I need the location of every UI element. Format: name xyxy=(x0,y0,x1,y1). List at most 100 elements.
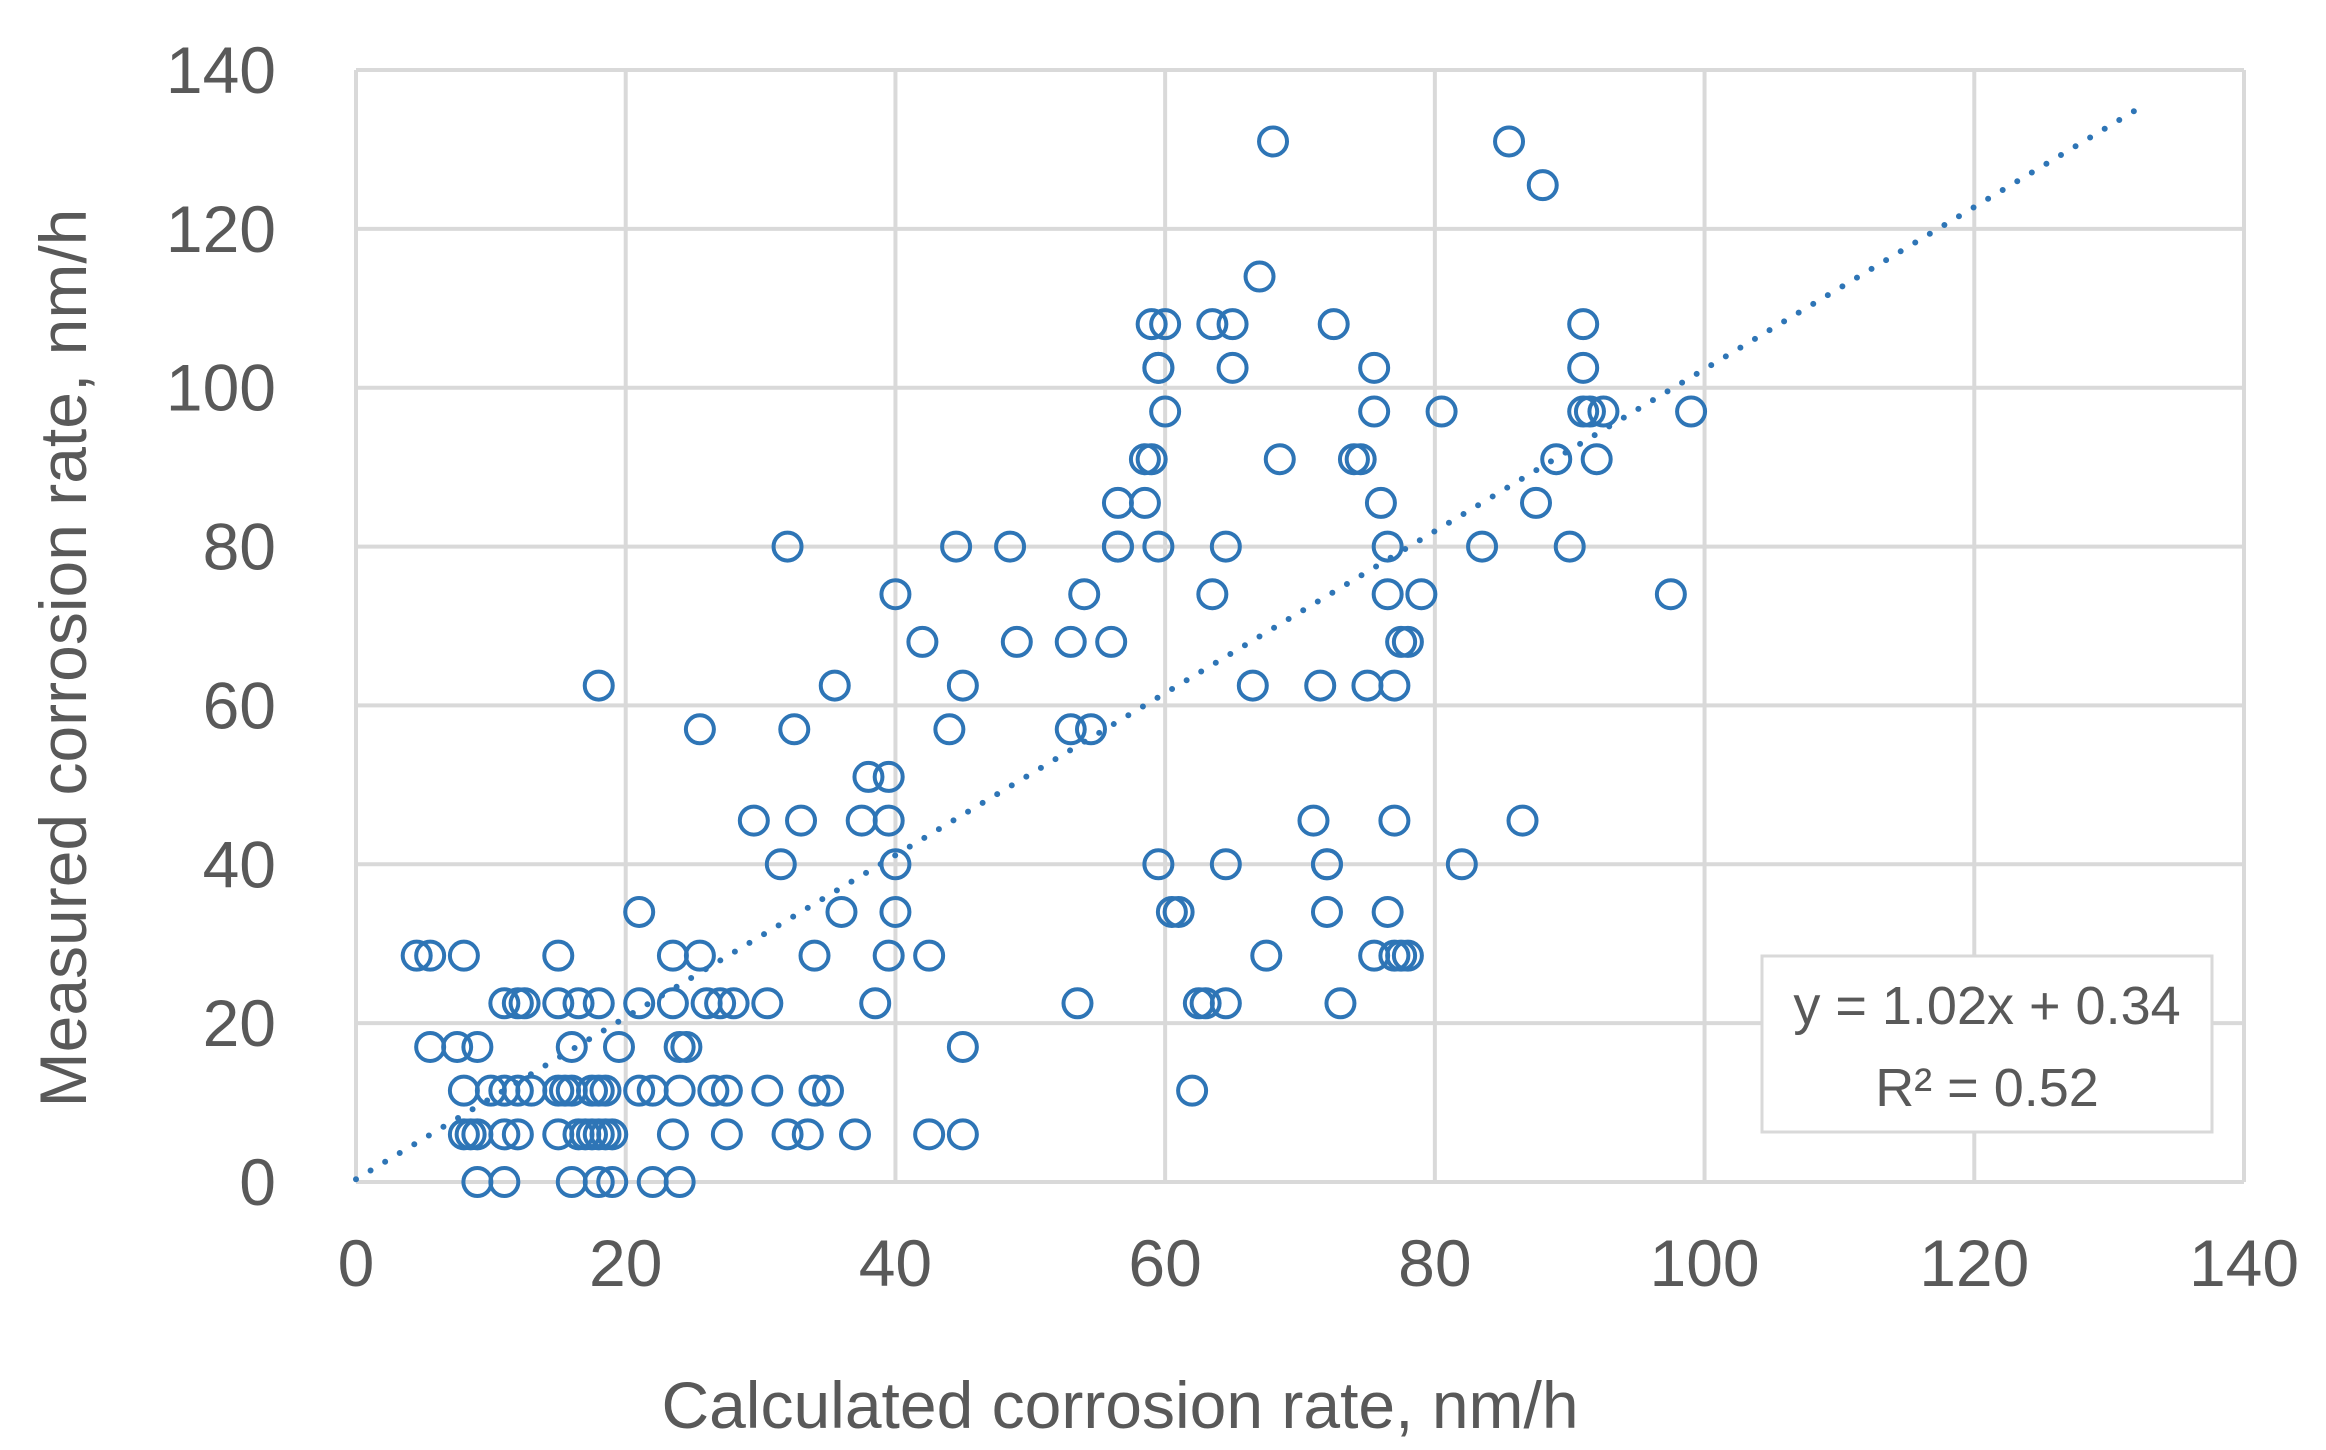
data-point xyxy=(683,713,716,746)
data-point xyxy=(1209,848,1242,881)
data-point xyxy=(501,1118,534,1151)
data-point xyxy=(1263,443,1296,476)
data-point xyxy=(1236,669,1269,702)
data-point xyxy=(1405,578,1438,611)
y-axis-ticks: 0 20 40 60 80 100 120 140 xyxy=(166,33,276,1219)
data-point xyxy=(663,1074,696,1107)
x-tick-label: 60 xyxy=(1128,1226,1201,1300)
y-tick-label: 20 xyxy=(203,986,276,1060)
data-point xyxy=(737,804,770,837)
data-point xyxy=(1000,625,1033,658)
data-point xyxy=(461,1030,494,1063)
data-point xyxy=(1149,395,1182,428)
data-point xyxy=(704,987,737,1020)
x-tick-label: 20 xyxy=(589,1226,662,1300)
data-point xyxy=(670,1030,703,1063)
data-point xyxy=(488,1118,521,1151)
data-point xyxy=(1506,804,1539,837)
data-point xyxy=(1176,1074,1209,1107)
trendline-equation: y = 1.02x + 0.34 xyxy=(1793,976,2180,1036)
data-point xyxy=(1344,443,1377,476)
data-point xyxy=(946,1118,979,1151)
data-point xyxy=(913,1118,946,1151)
data-point xyxy=(1317,308,1350,341)
data-point xyxy=(441,1030,474,1063)
data-point xyxy=(1540,443,1573,476)
data-point xyxy=(1189,987,1222,1020)
data-point xyxy=(1297,804,1330,837)
data-point xyxy=(1324,987,1357,1020)
data-point xyxy=(697,1074,730,1107)
data-point xyxy=(663,1166,696,1198)
data-point xyxy=(798,939,831,972)
data-point xyxy=(1054,713,1087,746)
data-point xyxy=(785,804,818,837)
data-point xyxy=(1425,395,1458,428)
data-point xyxy=(596,1166,629,1198)
data-point xyxy=(447,939,480,972)
data-point xyxy=(1310,895,1343,928)
data-point xyxy=(933,713,966,746)
data-point xyxy=(400,939,433,972)
y-tick-label: 80 xyxy=(203,510,276,584)
data-point xyxy=(1466,530,1499,563)
data-point xyxy=(1101,530,1134,563)
y-axis-title: Measured corrosion rate, nm/h xyxy=(26,209,100,1108)
x-tick-label: 0 xyxy=(338,1226,375,1300)
data-point xyxy=(1142,530,1175,563)
data-point xyxy=(542,987,575,1020)
y-tick-label: 100 xyxy=(166,351,276,425)
data-points xyxy=(400,125,1708,1198)
y-tick-label: 120 xyxy=(166,192,276,266)
data-point xyxy=(1675,395,1708,428)
x-tick-label: 100 xyxy=(1650,1226,1760,1300)
data-point xyxy=(1216,351,1249,384)
data-point xyxy=(1162,895,1195,928)
x-tick-label: 40 xyxy=(859,1226,932,1300)
data-point xyxy=(812,1074,844,1107)
data-point xyxy=(946,669,979,702)
y-tick-label: 0 xyxy=(239,1145,276,1219)
data-point xyxy=(1493,125,1526,158)
data-point xyxy=(1358,395,1391,428)
data-point xyxy=(1364,486,1397,519)
data-point xyxy=(1068,578,1101,611)
data-point xyxy=(946,1030,979,1063)
data-point xyxy=(1567,308,1600,341)
data-point xyxy=(1371,895,1404,928)
data-point xyxy=(596,1118,629,1151)
x-tick-label: 120 xyxy=(1919,1226,2029,1300)
data-point xyxy=(602,1030,635,1063)
x-tick-label: 140 xyxy=(2189,1226,2299,1300)
data-point xyxy=(589,1074,622,1107)
data-point xyxy=(994,530,1027,563)
data-point xyxy=(710,1074,743,1107)
data-point xyxy=(818,669,851,702)
data-point xyxy=(1654,578,1687,611)
data-point xyxy=(1243,260,1276,293)
data-point xyxy=(710,1118,743,1151)
data-point xyxy=(791,1118,824,1151)
data-point xyxy=(683,939,716,972)
data-point xyxy=(751,987,784,1020)
data-point xyxy=(1371,530,1404,563)
data-point xyxy=(879,848,912,881)
data-point xyxy=(879,578,912,611)
data-point xyxy=(798,1074,831,1107)
data-point xyxy=(1580,443,1613,476)
data-point xyxy=(1196,308,1229,341)
data-point xyxy=(1135,443,1168,476)
data-point xyxy=(913,939,946,972)
data-point xyxy=(1520,486,1552,519)
data-point xyxy=(872,804,905,837)
r-squared-label: R² = 0.52 xyxy=(1875,1058,2099,1118)
data-point xyxy=(1250,939,1283,972)
data-point xyxy=(1257,125,1290,158)
data-point xyxy=(1573,395,1606,428)
data-point xyxy=(1209,987,1242,1020)
data-point xyxy=(582,1166,615,1198)
data-point xyxy=(488,1166,521,1198)
data-point xyxy=(1526,169,1559,202)
x-axis-title: Calculated corrosion rate, nm/h xyxy=(661,1368,1578,1442)
data-point xyxy=(414,939,447,972)
